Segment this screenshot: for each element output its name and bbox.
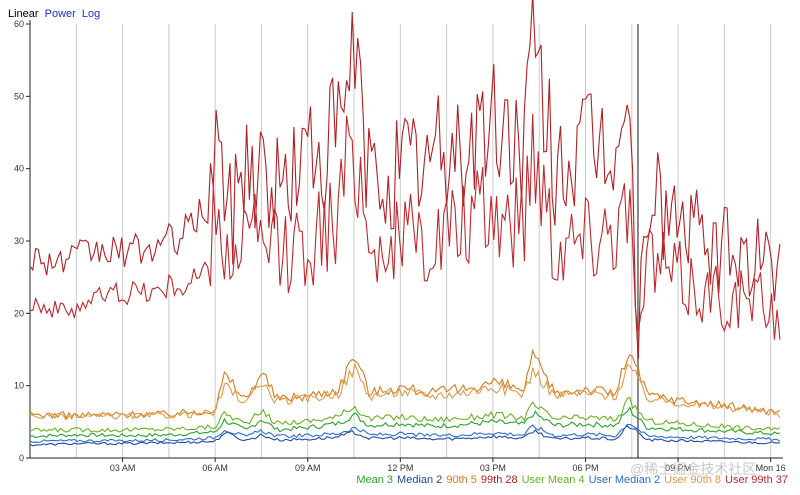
x-tick-label: 12 PM <box>387 463 413 473</box>
legend-item-90th[interactable]: 90th 5 <box>446 474 477 486</box>
legend-item-user-mean[interactable]: User Mean 4 <box>521 474 585 486</box>
x-tick-label: 09 PM <box>665 463 691 473</box>
legend-item-user-median[interactable]: User Median 2 <box>588 474 661 486</box>
x-tick-label: 09 AM <box>295 463 321 473</box>
legend-item-user-90th[interactable]: User 90th 8 <box>664 474 722 486</box>
scale-log-link[interactable]: Log <box>81 8 101 20</box>
legend-item-user-99th[interactable]: User 99th 37 <box>725 474 788 486</box>
series-line-user-90th <box>29 362 781 421</box>
grid-lines <box>75 24 772 458</box>
series-line-median <box>29 425 780 447</box>
x-tick-label: 03 AM <box>110 463 136 473</box>
scale-switcher: Linear Power Log <box>8 8 103 20</box>
x-tick-label: 06 PM <box>572 463 598 473</box>
y-tick-label: 10 <box>14 381 24 391</box>
scale-power-link[interactable]: Power <box>44 8 76 20</box>
axes: 0 10 20 30 40 50 60 03 AM 06 AM 09 AM 12 PM 03 PM 06… <box>14 19 786 473</box>
y-tick-label: 0 <box>19 453 24 463</box>
x-tick-label: 06 AM <box>202 463 228 473</box>
x-tick-label: Mon 16 <box>756 463 786 473</box>
series-line-mean <box>29 406 780 439</box>
y-tick-label: 20 <box>14 308 24 318</box>
series-line-user-median <box>29 423 781 443</box>
legend-item-mean[interactable]: Mean 3 <box>356 474 394 486</box>
x-tick-label: 03 PM <box>480 463 506 473</box>
chart-legend: Mean 3 Median 2 90th 5 99th 28 User Mean 4 Us… <box>352 474 788 486</box>
scale-linear-label[interactable]: Linear <box>8 8 39 20</box>
series-line-user-mean <box>29 396 781 433</box>
y-tick-label: 60 <box>14 19 24 29</box>
y-tick-label: 30 <box>14 236 24 246</box>
series-line-user-99th <box>29 113 781 340</box>
series-line-99th <box>29 0 781 360</box>
y-tick-label: 40 <box>14 164 24 174</box>
legend-item-99th[interactable]: 99th 28 <box>480 474 518 486</box>
legend-item-median[interactable]: Median 2 <box>397 474 443 486</box>
y-tick-label: 50 <box>14 91 24 101</box>
watermark: @稀土掘金技术社区 <box>630 461 757 477</box>
series-lines <box>29 0 781 447</box>
series-line-90th <box>29 348 781 420</box>
